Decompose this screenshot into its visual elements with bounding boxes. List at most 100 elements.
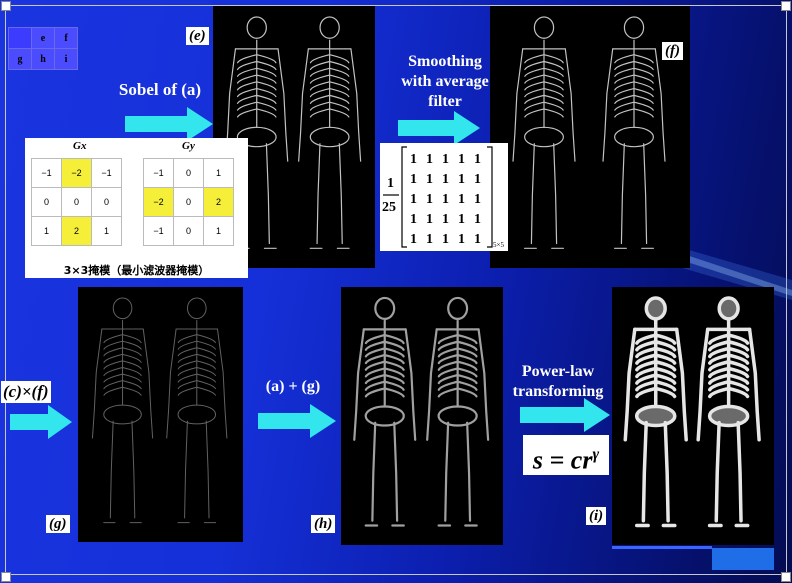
slide-frame	[5, 5, 787, 575]
image-panel-i	[612, 287, 774, 545]
average-filter-cell: 1	[458, 232, 465, 247]
panel-label-g: (g)	[46, 515, 70, 533]
panel-label-e: (e)	[186, 27, 209, 45]
average-filter-cell: 1	[474, 232, 481, 247]
panel-image	[91, 297, 228, 524]
gy-cell: −1	[143, 216, 174, 246]
gy-cell: −2	[143, 187, 174, 217]
caption-c-times-f: (c)×(f)	[1, 381, 51, 403]
average-filter-cell: 1	[458, 172, 465, 187]
gx-cell: 1	[91, 216, 122, 246]
average-filter-cell: 1	[426, 172, 433, 187]
average-filter-cells: 1 1 1 1 11 1 1 1 11 1 1 1 11 1 1 1 11 1 1 1 1	[410, 152, 481, 247]
gx-cell: −1	[91, 158, 122, 188]
caption-smoothing-line3: filter	[428, 93, 462, 110]
skeleton-figure	[426, 296, 490, 527]
average-filter-cell: 1	[410, 212, 417, 227]
skeleton-figure	[623, 296, 688, 528]
average-filter-cell: 1	[474, 212, 481, 227]
average-filter-cell: 1	[442, 192, 449, 207]
skeleton-figure	[696, 296, 761, 528]
formula-base: s = cr	[532, 445, 593, 475]
average-filter-matrix: 1 25 1 1 1 1 11 1 1 1 11 1 1 1 11 1 1 1 11 1 1 1 1 5×5	[382, 146, 504, 249]
formula-exponent: γ	[592, 446, 600, 463]
gx-label: Gx	[73, 140, 87, 152]
grid-cell-f: f	[54, 27, 78, 49]
corner-bullet-bl	[1, 572, 11, 582]
caption-smoothing-line1: Smoothing	[408, 53, 482, 70]
image-panel-g	[78, 287, 243, 542]
bottom-right-bar	[712, 548, 774, 570]
gx-cell: −2	[61, 158, 92, 188]
panel-image	[512, 16, 666, 249]
average-filter-cell: 1	[426, 212, 433, 227]
image-panel-h	[341, 287, 503, 545]
panel-label-i: (i)	[586, 507, 607, 525]
skeleton-figure	[298, 16, 362, 249]
grid-cell-e: e	[31, 27, 55, 49]
power-law-formula: s = crγ	[523, 435, 609, 475]
arrow-smoothing	[398, 111, 480, 145]
matrix-size: 5×5	[493, 241, 504, 249]
image-panel-f	[490, 6, 690, 268]
caption-power-law-line1: Power-law	[521, 363, 595, 380]
panel-label-f: (f)	[662, 42, 683, 60]
caption-sobel: Sobel of (a)	[118, 80, 202, 99]
caption-power-law-line2: transforming	[512, 383, 604, 400]
average-filter-cell: 1	[474, 192, 481, 207]
panel-image	[225, 16, 362, 249]
average-filter-cell: 1	[410, 192, 417, 207]
caption-a-plus-g: (a) + (g)	[265, 378, 321, 395]
average-filter-cell: 1	[426, 192, 433, 207]
gy-cell: 1	[203, 216, 234, 246]
average-filter-cell: 1	[426, 152, 433, 167]
skeleton-figure	[602, 16, 666, 249]
gy-cell: 1	[203, 158, 234, 188]
corner-bullet-tl	[1, 1, 11, 11]
grid-cell	[8, 27, 32, 49]
skeleton-figure	[353, 296, 417, 527]
sobel-masks-box: Gx Gy −1 −2 −1 0 0 0 1 2 1 −1 0 1 −2 0 2 −1 0 1 3×3掩模（最小…	[25, 138, 248, 278]
panel-image	[353, 296, 490, 527]
grid-cell-h: h	[31, 48, 55, 70]
caption-smoothing-line2: with average	[401, 73, 489, 90]
caption-smoothing: Smoothing with average filter	[388, 52, 502, 112]
gy-cell: 0	[173, 187, 204, 217]
bracket-left	[401, 146, 407, 248]
panel-image	[623, 296, 761, 528]
gx-mask: −1 −2 −1 0 0 0 1 2 1	[31, 158, 122, 246]
caption-power-law: Power-law transforming	[502, 362, 614, 402]
gx-cell: −1	[31, 158, 62, 188]
average-filter-cell: 1	[410, 152, 417, 167]
grid-cell-g: g	[8, 48, 32, 70]
gy-label: Gy	[182, 140, 195, 152]
average-filter-cell: 1	[410, 232, 417, 247]
fraction-denominator: 25	[382, 200, 396, 215]
gy-cell: −1	[143, 158, 174, 188]
gx-cell: 0	[31, 187, 62, 217]
average-filter-cell: 1	[442, 212, 449, 227]
gy-cell: 0	[173, 216, 204, 246]
skeleton-figure	[512, 16, 576, 249]
average-filter-cell: 1	[442, 232, 449, 247]
gx-cell: 0	[91, 187, 122, 217]
average-filter-cell: 1	[442, 152, 449, 167]
arrow-power-law	[520, 398, 610, 432]
sobel-mask-caption: 3×3掩模（最小滤波器掩模）	[63, 264, 210, 277]
arrow-sobel	[125, 107, 213, 141]
gy-mask: −1 0 1 −2 0 2 −1 0 1	[143, 158, 234, 246]
gx-cell: 1	[31, 216, 62, 246]
arrow-a-plus-g	[258, 404, 336, 438]
corner-bullet-tr	[781, 1, 791, 11]
bracket-right	[487, 146, 493, 248]
gx-cell: 2	[61, 216, 92, 246]
average-filter-cell: 1	[458, 212, 465, 227]
gy-cell: 2	[203, 187, 234, 217]
gy-cell: 0	[173, 158, 204, 188]
average-filter-cell: 1	[410, 172, 417, 187]
panel-label-h: (h)	[311, 515, 336, 533]
average-filter-cell: 1	[474, 152, 481, 167]
skeleton-figure	[225, 16, 289, 249]
